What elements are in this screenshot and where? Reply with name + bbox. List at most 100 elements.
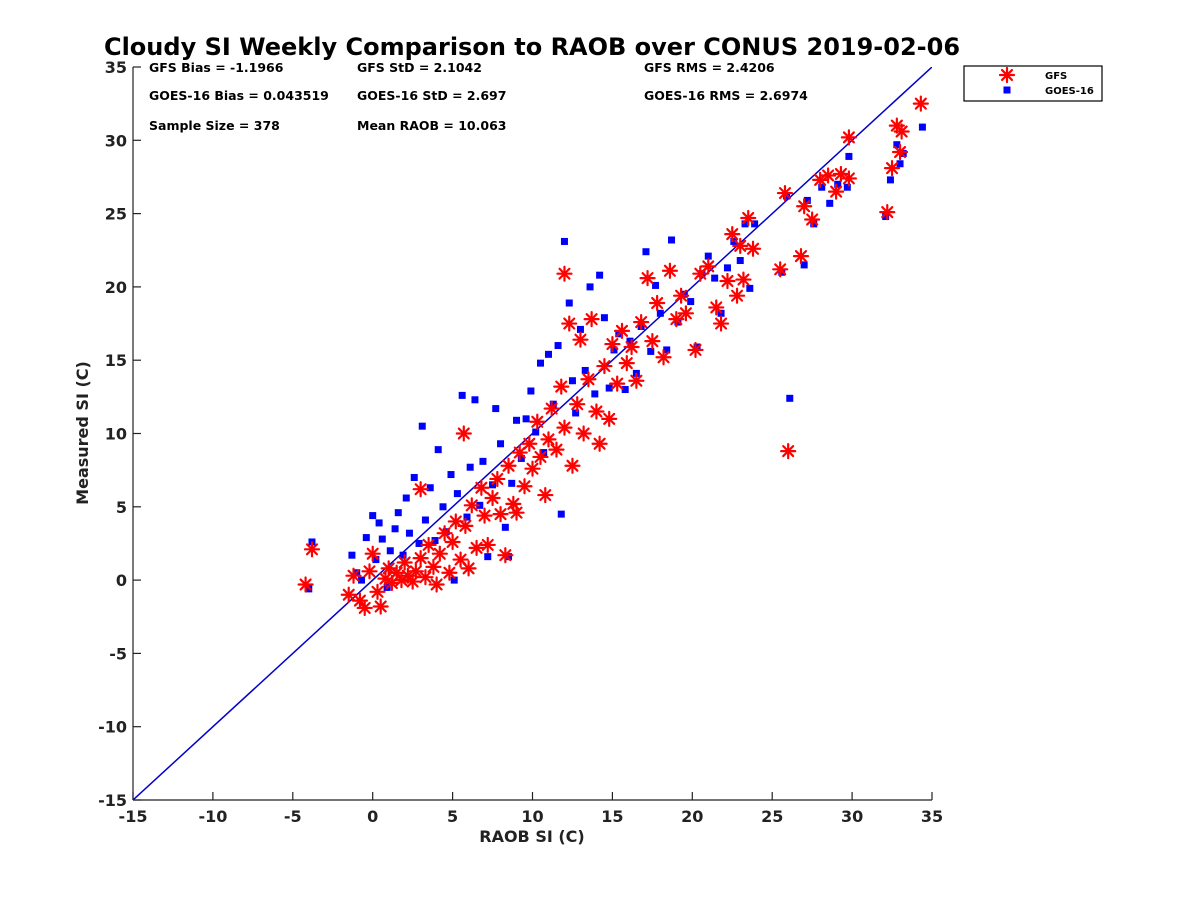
goes-16-point	[399, 551, 407, 559]
x-axis-ticks: -15 -10 -5 0 5 10 15 20 25 30 35	[119, 792, 943, 826]
gfs-point-stroke	[646, 335, 659, 348]
gfs-point-stroke	[842, 131, 855, 144]
gfs-point	[820, 167, 837, 184]
gfs-point	[744, 240, 762, 257]
gfs-point	[548, 441, 565, 458]
legend: GFS GOES-16	[963, 65, 1103, 102]
gfs-point	[687, 341, 704, 359]
gfs-point-stroke	[603, 412, 616, 425]
gfs-point	[732, 237, 749, 254]
gfs-point	[476, 507, 493, 524]
gfs-point	[673, 287, 690, 304]
goes-16-point	[568, 377, 576, 385]
gfs-point	[524, 460, 541, 477]
gfs-point	[569, 396, 586, 413]
gfs-point-stroke	[457, 427, 470, 440]
goes-16-point	[576, 325, 584, 333]
gfs-point	[473, 479, 490, 496]
gfs-point	[457, 517, 474, 534]
gfs-point	[601, 410, 618, 427]
goes-16-point	[492, 405, 500, 413]
goes-16-point	[736, 257, 744, 265]
gfs-point-stroke	[742, 211, 755, 225]
statistics-annotations: GFS Bias = -1.1966 GFS StD = 2.1042 GFS …	[149, 60, 808, 133]
gfs-point	[891, 143, 909, 161]
gfs-point-stroke	[390, 566, 403, 579]
gfs-point-stroke	[606, 338, 619, 351]
goes-16-point	[663, 346, 671, 354]
gfs-point-stroke	[571, 398, 584, 411]
gfs-point	[369, 583, 386, 600]
gfs-point-stroke	[513, 446, 526, 459]
y-tick-label: 10	[105, 425, 127, 444]
gfs-point-stroke	[679, 307, 692, 320]
legend-gfs-label: GFS	[1045, 71, 1067, 82]
goes-16-point	[687, 298, 695, 306]
gfs-point	[511, 444, 528, 461]
gfs-point	[417, 569, 434, 586]
goes-16-point	[484, 553, 492, 561]
goes-16-point	[358, 576, 366, 584]
goes-16-point	[391, 525, 399, 533]
x-tick-label: 35	[921, 807, 943, 826]
goes-16-point	[746, 284, 754, 292]
gfs-point	[840, 170, 858, 187]
gfs-point	[879, 204, 896, 221]
goes-16-point	[402, 494, 410, 502]
gfs-point-stroke	[430, 578, 443, 591]
goes-16-point	[882, 213, 890, 221]
goes-16-point	[439, 503, 447, 511]
goes-16-point	[843, 183, 851, 191]
gfs-point-stroke	[710, 301, 723, 314]
gfs-point	[604, 335, 621, 353]
gfs-point	[540, 431, 557, 448]
gfs-point	[489, 470, 506, 488]
goes-16-point	[517, 454, 525, 462]
gfs-point	[828, 183, 845, 200]
gfs-point-stroke	[593, 437, 606, 450]
gfs-point-stroke	[409, 565, 422, 578]
gfs-point-stroke	[502, 459, 515, 472]
gfs-point	[561, 315, 578, 332]
goes-16-point	[386, 547, 394, 555]
gfs-point	[804, 211, 821, 228]
goes-16-point	[378, 535, 386, 543]
goes-16-point	[730, 237, 738, 245]
gfs-point-stroke	[625, 340, 638, 354]
gfs-point-stroke	[702, 260, 715, 273]
gfs-point	[463, 497, 480, 514]
axes: -15 -10 -5 0 5 10 15 20 25 30 35 -15 -10 -5 0 5 10 15 20 2…	[98, 58, 943, 826]
y-axis-ticks: -15 -10 -5 0 5 10 15 20 25 30 35	[98, 58, 141, 810]
gfs-point-stroke	[806, 213, 819, 226]
goes-16-point	[405, 529, 413, 537]
gfs-point-stroke	[305, 543, 319, 556]
goes-16-point	[557, 510, 565, 518]
goes-16-point	[610, 346, 618, 354]
x-tick-label: 20	[681, 807, 703, 826]
gfs-point-stroke	[886, 162, 899, 175]
goes-16-point	[522, 415, 530, 423]
goes-16-point	[803, 196, 811, 204]
gfs-point	[441, 564, 458, 581]
y-tick-label: -15	[98, 791, 127, 810]
gfs-point-stroke	[822, 169, 835, 182]
gfs-point-stroke	[663, 264, 676, 277]
gfs-point-stroke	[635, 316, 648, 329]
gfs-point-stroke	[721, 274, 734, 288]
goes-16-point	[369, 512, 377, 520]
goes-16-point	[704, 252, 712, 260]
gfs-point	[575, 425, 592, 442]
gfs-point	[484, 489, 501, 507]
gfs-point	[543, 400, 560, 417]
goes-16-point	[375, 519, 383, 527]
gfs-point-stroke	[651, 296, 664, 310]
gfs-point	[613, 322, 631, 339]
gfs-point	[776, 184, 794, 202]
goes-16-point	[741, 220, 749, 228]
goes-16-point	[431, 537, 439, 545]
chart-title: Cloudy SI Weekly Comparison to RAOB over…	[104, 33, 960, 61]
goes-16-point	[680, 290, 688, 298]
gfs-point-stroke	[449, 515, 462, 528]
y-tick-label: 15	[105, 351, 127, 370]
gfs-point-stroke	[670, 313, 683, 326]
